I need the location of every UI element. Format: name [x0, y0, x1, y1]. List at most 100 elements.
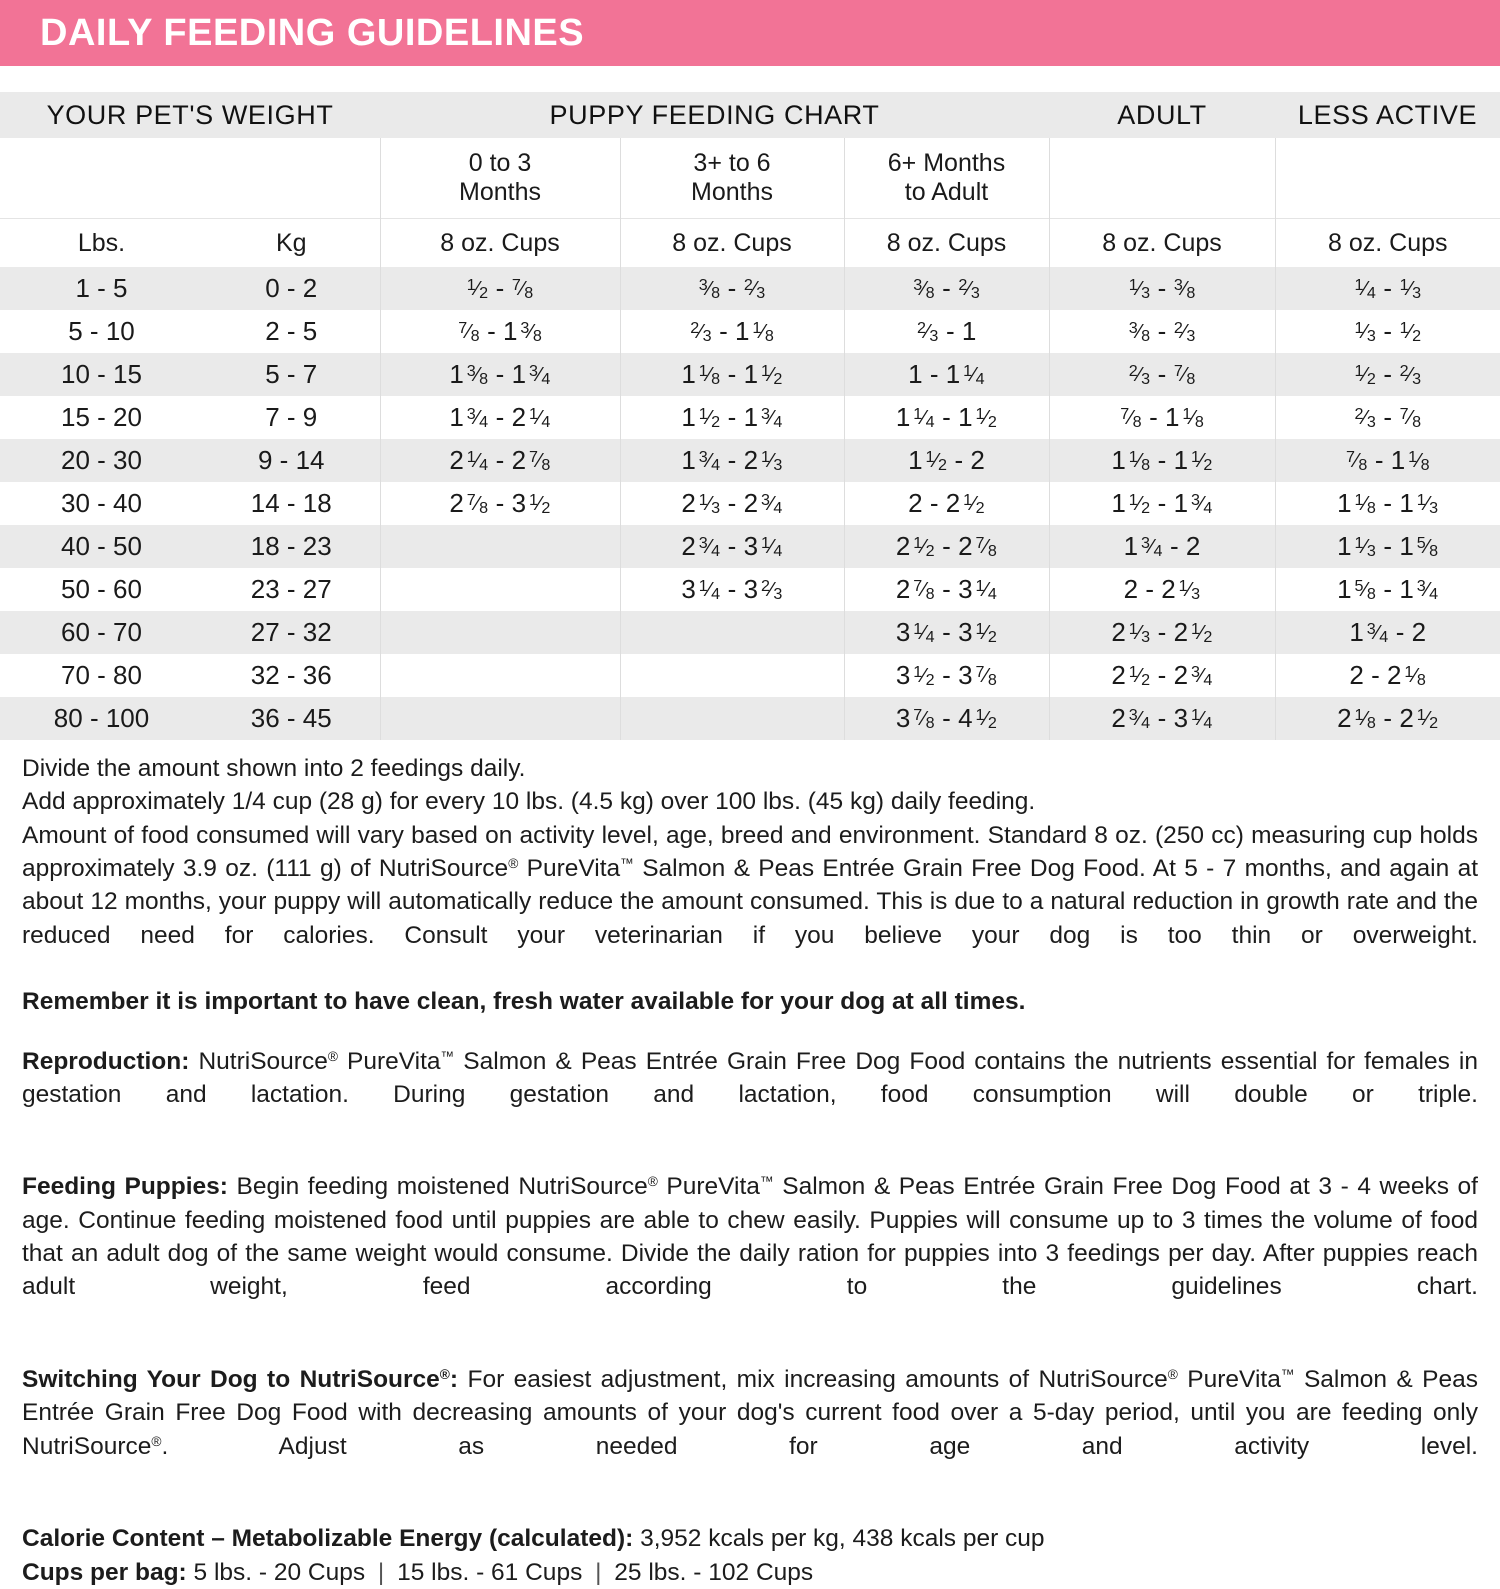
stage2-line1: 3+ to 6 [693, 148, 771, 177]
registered-icon: ® [439, 1367, 450, 1383]
switching-part2: PureVita [1177, 1366, 1281, 1393]
whole-number: 1 [958, 401, 973, 432]
fraction: 2⁄3 [958, 275, 980, 302]
reproduction-part3: Salmon & Peas Entrée Grain Free Dog Food… [22, 1047, 1478, 1108]
cell-puppy-3to6: 3⁄8 - 2⁄3 [619, 267, 844, 310]
fraction: 1⁄4 [528, 404, 551, 431]
cell-puppy-6plus: 1 - 1 1⁄4 [843, 353, 1050, 396]
fraction: 1⁄4 [760, 533, 783, 560]
cell-less-active: 1 1⁄3 - 1 5⁄8 [1274, 525, 1500, 568]
fraction: 3⁄4 [1128, 705, 1151, 732]
switching-part4: . Adjust as needed for age and activity … [161, 1432, 1478, 1460]
cell-adult: 7⁄8 - 1 1⁄8 [1048, 396, 1276, 439]
whole-number: 1 [681, 444, 696, 475]
cell-puppy-6plus: 2 1⁄2 - 2 7⁄8 [843, 525, 1050, 568]
fraction: 1⁄2 [1190, 447, 1213, 474]
table-row: 80 - 100 36 - 45 3 7⁄8 - 4 1⁄2 2 3⁄4 - 3 1⁄4 2 1⁄… [0, 697, 1500, 740]
cell-puppy-6plus: 2 7⁄8 - 3 1⁄4 [843, 568, 1050, 611]
feeding-guidelines-table: YOUR PET'S WEIGHT PUPPY FEEDING CHART AD… [0, 92, 1500, 740]
cell-puppy-3to6: 2⁄3 - 1 1⁄8 [619, 310, 844, 353]
fraction: 1⁄4 [466, 447, 489, 474]
cell-kg: 36 - 45 [203, 697, 380, 740]
fraction: 1⁄2 [760, 361, 783, 388]
whole-number: 2 [1337, 702, 1352, 733]
stage1-line1: 0 to 3 [468, 148, 532, 177]
switching-label: Switching Your Dog to NutriSource [22, 1366, 440, 1393]
whole-number: 2 [681, 530, 696, 561]
whole-number: 2 [449, 444, 464, 475]
fraction: 1⁄8 [1404, 662, 1426, 689]
stage-3plus-to-6-months: 3+ to 6 Months [619, 138, 844, 219]
cell-less-active: 1⁄4 - 1⁄3 [1274, 267, 1500, 310]
fraction: 3⁄4 [698, 533, 721, 560]
fraction: 1⁄2 [975, 404, 997, 431]
cell-lbs: 1 - 5 [0, 267, 203, 310]
fraction: 1⁄2 [925, 447, 947, 474]
table-row: 15 - 20 7 - 9 1 3⁄4 - 2 1⁄4 1 1⁄2 - 1 3⁄4 1 1⁄4 -… [0, 396, 1500, 439]
cell-lbs: 60 - 70 [0, 611, 203, 654]
note-water-reminder: Remember it is important to have clean, … [22, 988, 1026, 1016]
whole-number: 3 [895, 659, 911, 690]
whole-number: 2 [511, 401, 527, 432]
fraction: 2⁄3 [917, 318, 939, 345]
cell-adult: 1 3⁄4 - 2 [1048, 525, 1276, 568]
trademark-icon: ™ [1280, 1367, 1295, 1383]
note-amount-part2: PureVita [518, 854, 621, 882]
puppies-part3: Salmon & Peas Entrée Grain Free Dog Food… [22, 1173, 1478, 1301]
page-title: DAILY FEEDING GUIDELINES [40, 12, 585, 54]
fraction: 7⁄8 [1173, 361, 1196, 388]
cell-less-active: 2 1⁄8 - 2 1⁄2 [1274, 697, 1500, 740]
note-add-approximately: Add approximately 1/4 cup (28 g) for eve… [22, 788, 1036, 816]
cell-puppy-0to3: 2 1⁄4 - 2 7⁄8 [379, 439, 620, 482]
cell-adult: 2 - 2 1⁄3 [1048, 568, 1276, 611]
switching-part1: For easiest adjustment, mix increasing a… [458, 1366, 1168, 1393]
stage-blank-kg [203, 138, 380, 219]
fraction: 3⁄8 [698, 275, 721, 302]
stage-0-to-3-months: 0 to 3 Months [379, 138, 620, 219]
cell-lbs: 20 - 30 [0, 439, 203, 482]
fraction: 3⁄4 [760, 490, 783, 517]
fraction: 1⁄3 [1354, 318, 1376, 345]
note-amount-part1: Amount of food consumed will vary based … [22, 821, 1478, 882]
spacer-2 [22, 1144, 1478, 1170]
fraction: 3⁄8 [466, 361, 489, 388]
whole-number: 2 [1111, 616, 1126, 647]
fraction: 2⁄3 [690, 318, 712, 345]
cell-puppy-6plus: 3 7⁄8 - 4 1⁄2 [843, 697, 1050, 740]
cell-puppy-3to6: 2 3⁄4 - 3 1⁄4 [619, 525, 844, 568]
spacer-1 [22, 1019, 1478, 1045]
fraction: 7⁄8 [1399, 404, 1422, 431]
puppies-part1: Begin feeding moistened NutriSource [227, 1173, 648, 1201]
cell-puppy-0to3: 7⁄8 - 1 3⁄8 [379, 310, 620, 353]
cell-puppy-6plus: 1 1⁄4 - 1 1⁄2 [843, 396, 1050, 439]
fraction: 1⁄2 [975, 705, 997, 732]
whole-number: 2 [743, 444, 759, 475]
fraction: 1⁄4 [975, 576, 997, 603]
whole-number: 2 [449, 487, 464, 518]
fraction: 1⁄3 [760, 447, 783, 474]
fraction: 1⁄2 [975, 619, 997, 646]
fraction: 3⁄4 [466, 404, 489, 431]
cell-kg: 18 - 23 [203, 525, 380, 568]
cell-puppy-3to6: 1 1⁄2 - 1 3⁄4 [619, 396, 844, 439]
cell-kg: 0 - 2 [203, 267, 380, 310]
cell-puppy-0to3 [379, 568, 620, 611]
cell-puppy-3to6: 1 3⁄4 - 2 1⁄3 [619, 439, 844, 482]
cell-lbs: 30 - 40 [0, 482, 203, 525]
table-group-header-row: YOUR PET'S WEIGHT PUPPY FEEDING CHART AD… [0, 92, 1500, 138]
unit-cups-stage2: 8 oz. Cups [619, 218, 844, 267]
fraction: 1⁄2 [1399, 318, 1422, 345]
whole-number: 1 [895, 401, 911, 432]
fraction: 1⁄8 [1354, 490, 1376, 517]
cell-puppy-0to3 [379, 525, 620, 568]
fraction: 3⁄4 [1190, 490, 1213, 517]
cell-kg: 9 - 14 [203, 439, 380, 482]
trademark-icon: ™ [620, 855, 634, 871]
fraction: 1⁄2 [1128, 490, 1151, 517]
cell-puppy-6plus: 1 1⁄2 - 2 [843, 439, 1050, 482]
fraction: 1⁄4 [963, 361, 985, 388]
fraction: 2⁄3 [1354, 404, 1376, 431]
stage-blank-lbs [0, 138, 203, 219]
cell-less-active: 1 3⁄4 - 2 [1274, 611, 1500, 654]
